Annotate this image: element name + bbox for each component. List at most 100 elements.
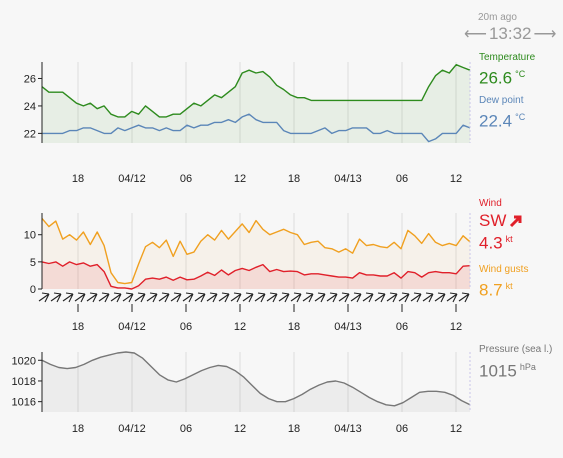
wind-x-tick-label: 18 [288, 321, 300, 333]
pressure-value: 1015 [479, 361, 517, 381]
wind-direction-marker [146, 292, 158, 303]
pressure-legend: Pressure (sea l.) 1015 hPa [479, 344, 552, 380]
wind-direction-marker [350, 292, 362, 303]
pressure-x-tick-label: 06 [396, 423, 408, 435]
wind-x-tick-label: 04/13 [334, 321, 362, 333]
wind-direction-markers [38, 292, 470, 312]
dew-point-value-row: 22.4 °C [479, 109, 525, 130]
wind-direction-marker [410, 292, 422, 303]
wind-direction-marker [302, 292, 314, 303]
pressure-y-tick-label: 1016 [12, 397, 36, 409]
temp-x-tick-label: 06 [180, 173, 192, 185]
wind-direction-marker [326, 292, 338, 303]
temperature-label: Temperature [479, 52, 536, 63]
wind-direction-marker [194, 292, 206, 303]
temp-panel: 22 24 26 18 04/12 06 12 18 04/13 06 12 [24, 62, 471, 185]
temperature-legend: Temperature 26.6 °C [479, 52, 535, 87]
wind-direction-marker [122, 292, 134, 303]
wind-direction-marker [170, 292, 182, 303]
temp-x-tick-label: 04/12 [118, 173, 146, 185]
temperature-value: 26.6 [479, 68, 513, 88]
current-time: 13:32 [488, 24, 532, 43]
pressure-panel: 1016 1018 1020 18 04/12 06 12 18 04/13 06 12 [12, 351, 471, 435]
wind-direction-marker [62, 292, 74, 303]
temperature-line [41, 64, 471, 118]
wind-direction-marker [134, 292, 146, 303]
wind-direction: SW [479, 211, 507, 230]
wind-direction-marker [446, 292, 458, 303]
wind-area-fill [42, 261, 470, 289]
wind-direction-marker [266, 292, 278, 303]
wind-direction-marker [38, 292, 50, 303]
pressure-x-tick-label: 04/12 [118, 423, 146, 435]
temp-y-tick-label: 22 [24, 128, 36, 140]
gusts-value-row: 8.7 kt [479, 278, 528, 299]
temp-x-tick-label: 04/13 [334, 173, 362, 185]
wind-direction-marker [86, 292, 98, 303]
wind-direction-marker [278, 292, 290, 303]
wind-direction-arrow-icon [510, 215, 522, 227]
wind-gusts-line [41, 217, 471, 285]
wind-direction-marker [434, 292, 446, 303]
dew-point-legend: Dew point 22.4 °C [479, 95, 525, 130]
temperature-unit: °C [515, 69, 526, 79]
pressure-x-tick-label: 18 [288, 423, 300, 435]
temp-y-tick-label: 24 [24, 101, 36, 113]
dew-point-line [42, 113, 471, 143]
temperature-value-row: 26.6 °C [479, 66, 535, 87]
wind-area-fill [42, 218, 470, 289]
wind-x-tick-label: 06 [396, 321, 408, 333]
pressure-sea-l--line [41, 351, 471, 407]
wind-direction-marker [158, 292, 170, 303]
wind-label: Wind [479, 198, 502, 209]
gusts-label: Wind gusts [479, 264, 529, 275]
pressure-y-tick-label: 1020 [12, 355, 36, 367]
wind-direction-marker [230, 292, 242, 303]
time-navigator: ⟵ 13:32 ⟶ [464, 24, 556, 44]
temp-x-tick-label: 18 [72, 173, 84, 185]
wind-direction-marker [314, 292, 326, 303]
temp-area-fill [42, 64, 470, 143]
wind-x-tick-label: 12 [234, 321, 246, 333]
wind-direction-marker [182, 292, 194, 303]
wind-y-tick-label: 0 [30, 284, 36, 296]
arrow-left-icon[interactable]: ⟵ [464, 26, 487, 43]
arrow-right-icon[interactable]: ⟶ [533, 26, 557, 43]
pressure-x-tick-label: 12 [450, 423, 462, 435]
wind-value: 4.3 [479, 233, 503, 253]
wind-y-tick-label: 10 [24, 230, 36, 242]
temp-x-tick-label: 18 [288, 173, 300, 185]
pressure-x-tick-label: 06 [180, 423, 192, 435]
wind-direction-marker [74, 292, 86, 303]
pressure-area-fill [42, 352, 470, 412]
wind-direction-marker [398, 292, 410, 303]
gusts-unit: kt [505, 281, 513, 291]
pressure-value-row: 1015 hPa [479, 359, 552, 380]
pressure-unit: hPa [519, 362, 536, 372]
wind-direction-marker [458, 292, 470, 303]
wind-legend: Wind SW 4.3 kt [479, 198, 523, 252]
temp-x-tick-label: 12 [234, 173, 246, 185]
dew-point-value: 22.4 [479, 111, 513, 131]
wind-direction-marker [290, 292, 302, 303]
wind-x-tick-label: 12 [450, 321, 462, 333]
temp-x-tick-label: 12 [450, 173, 462, 185]
wind-unit: kt [505, 234, 513, 244]
wind-x-tick-label: 04/12 [118, 321, 146, 333]
wind-direction-marker [50, 292, 62, 303]
wind-direction-marker [218, 292, 230, 303]
wind-direction-marker [338, 292, 350, 303]
wind-direction-marker [374, 292, 386, 303]
wind-direction-marker [110, 292, 122, 303]
pressure-y-tick-label: 1018 [12, 376, 36, 388]
pressure-label: Pressure (sea l.) [479, 344, 553, 355]
time-ago-label: 20m ago [478, 12, 517, 23]
wind-direction-marker [242, 292, 254, 303]
temp-y-tick-label: 26 [24, 73, 36, 85]
temp-x-tick-label: 06 [396, 173, 408, 185]
pressure-x-tick-label: 12 [234, 423, 246, 435]
dew-point-unit: °C [515, 112, 526, 122]
wind-direction-marker [254, 292, 266, 303]
wind-x-tick-label: 18 [72, 321, 84, 333]
wind-direction-row: SW [479, 212, 523, 229]
